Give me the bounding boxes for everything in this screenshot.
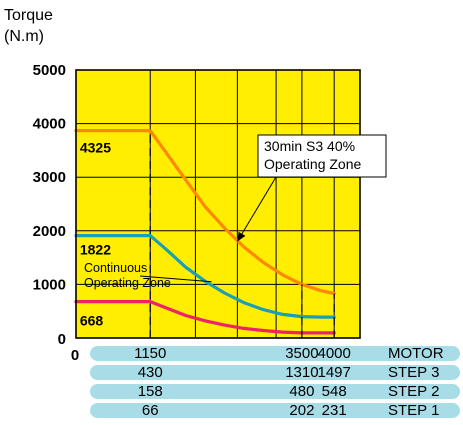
series-lines [74,129,336,335]
y-tick-label: 4000 [33,116,66,133]
dashed-markers [149,130,335,338]
table-cell-value: 202 [289,402,314,419]
table-row-bar [90,403,460,418]
table-cell-value: 480 [289,383,314,400]
grid [76,70,360,338]
x-axis-zero-label: 0 [71,347,79,364]
table-row-bar [90,346,460,361]
annotation-text: Operating Zone [264,156,361,172]
table-cell-value: 430 [138,364,163,381]
table-row-label: STEP 2 [388,383,439,400]
table-cell-value: 4000 [317,345,350,362]
table-cell-value: 1497 [317,364,350,381]
table-cell-value: 66 [142,402,159,419]
series-line [74,234,336,319]
plot-area [76,70,360,338]
table-cell-value: 1150 [134,345,166,362]
table-row-bar [90,384,460,399]
table-row-bar [90,365,460,380]
annotation-arrow-line [139,275,212,283]
table-cell-value: 158 [138,383,163,400]
value-callouts: 4325 1822 668 [80,140,111,329]
table-cell-value: 548 [322,383,347,400]
value-callout: 4325 [80,140,111,156]
y-unit-label: Torque (N.m) [4,7,53,45]
y-tick-labels: 1000 2000 3000 4000 5000 00 [33,62,80,364]
y-tick-label: 3000 [33,169,66,186]
table-cell-value: 1310 [285,364,318,381]
annotation-text: 30min S3 40% [264,138,355,154]
y-tick-label: 2000 [33,223,66,240]
y-tick-label: 1000 [33,276,66,293]
annotation-text: Operating Zone [84,276,171,290]
table-row-label: MOTOR [388,345,444,362]
series-line [74,129,336,296]
annotation-arrow-head [237,231,246,242]
plot-border [75,69,361,339]
plot-background [76,70,360,338]
y-tick-label: 0 [58,331,66,348]
y-unit-label-line: Torque [4,7,53,24]
table-row-label: STEP 1 [388,402,439,419]
table-cell-value: 231 [322,402,347,419]
value-callout: 1822 [80,242,111,258]
value-callout: 668 [80,312,104,328]
annotation-text: Continuous [84,261,147,275]
y-unit-label-line: (N.m) [4,28,44,45]
plot-frame [75,69,361,339]
y-tick-label: 5000 [33,62,66,79]
annotation-arrow-line [236,176,277,242]
annotation-box [257,134,387,178]
table-row-label: STEP 3 [388,364,439,381]
annotations: 30min S3 40%Operating ZoneContinuousOper… [84,134,387,290]
series-line [74,300,336,335]
table-cell-value: 3500 [285,345,318,362]
